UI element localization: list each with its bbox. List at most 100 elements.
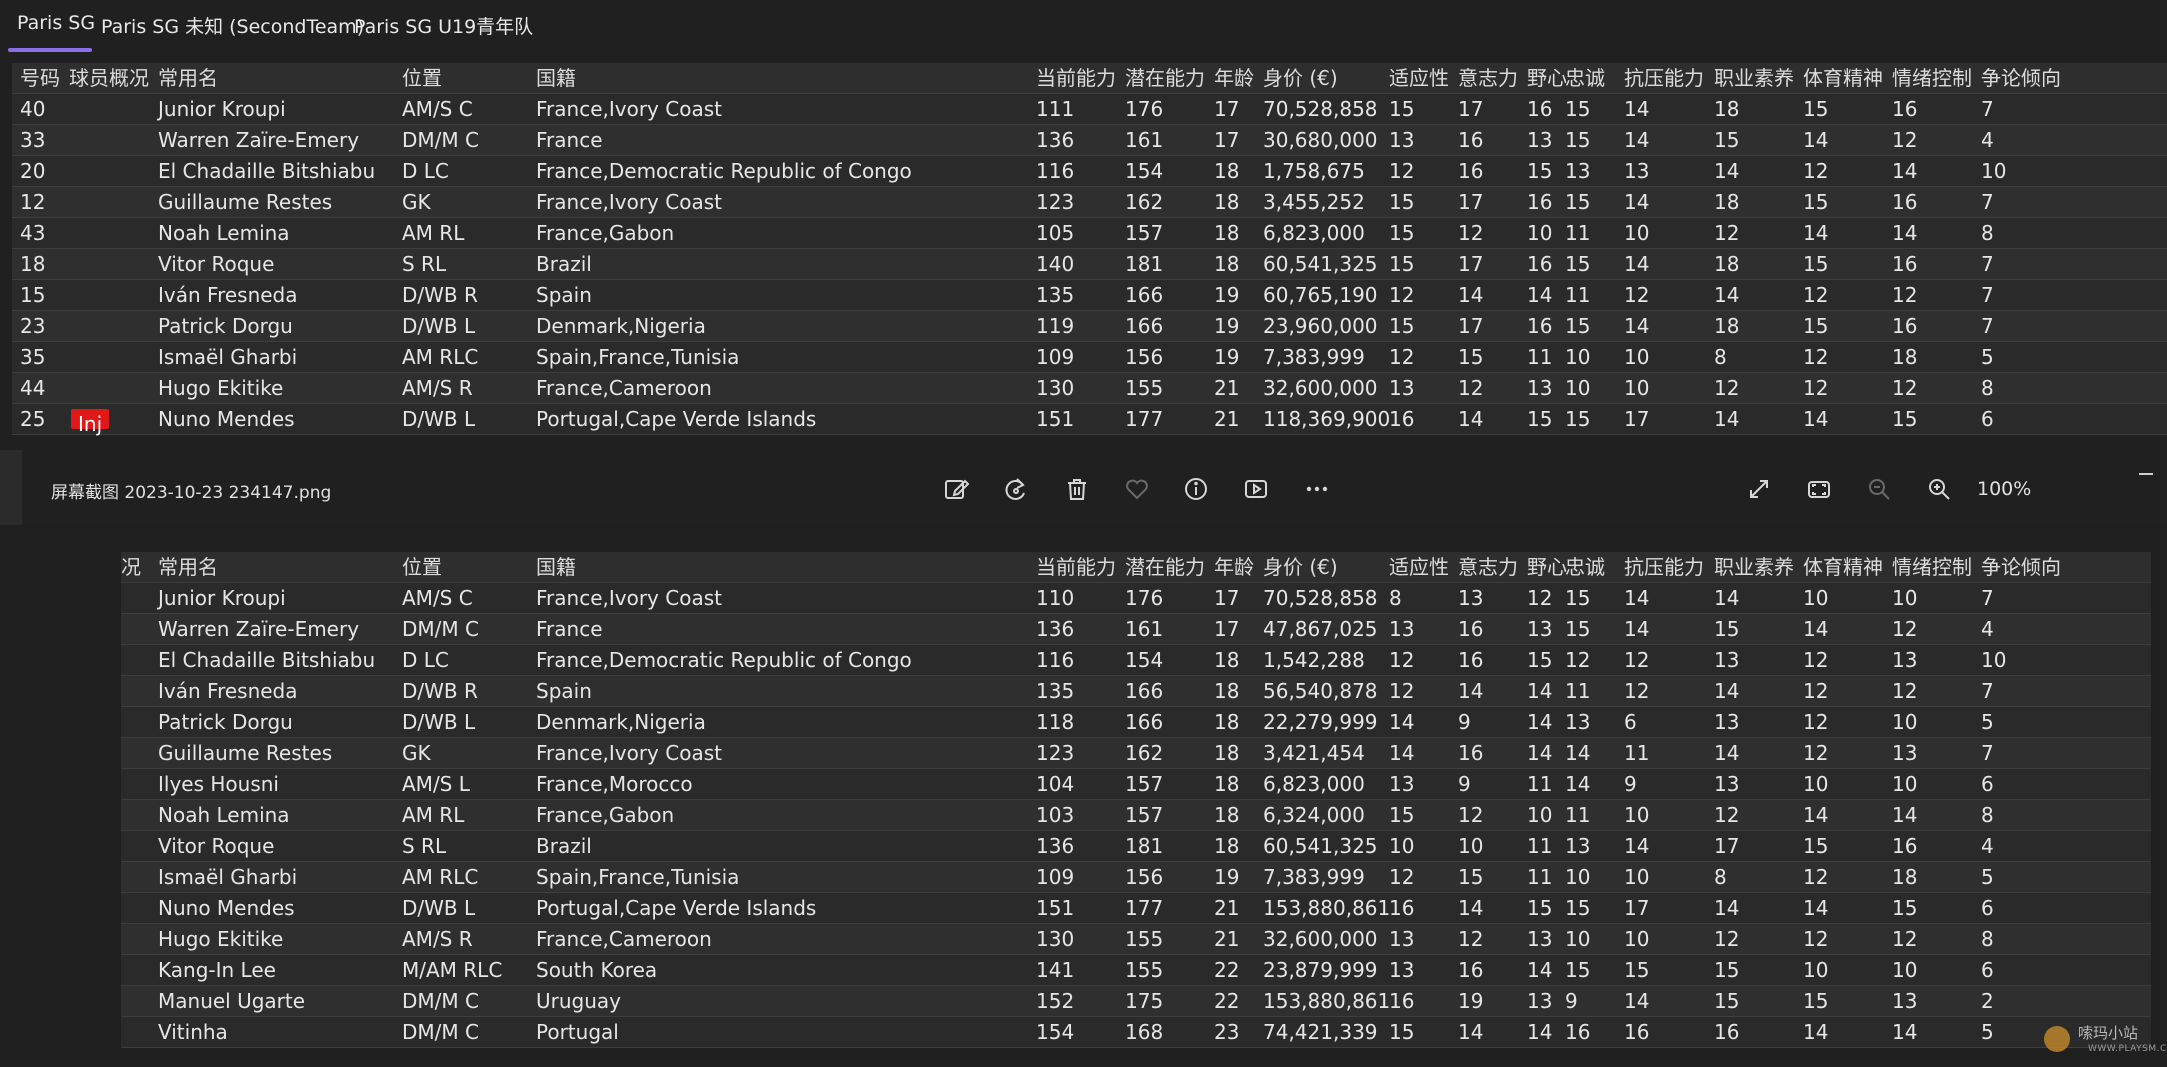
column-header[interactable]: 潜在能力: [1125, 66, 1205, 90]
column-header[interactable]: 抗压能力: [1624, 555, 1704, 579]
column-header[interactable]: 当前能力: [1036, 66, 1116, 90]
cell-press: 13: [1624, 159, 1650, 183]
table-row[interactable]: El Chadaille Bitshiabu D LC France,Democra…: [121, 645, 2151, 676]
column-header[interactable]: 况: [121, 555, 141, 579]
table-row[interactable]: 12 Guillaume Restes GK France,Ivory Coast 12…: [12, 187, 2167, 218]
table-row[interactable]: Kang-In Lee M/AM RLC South Korea 141 155 22 23…: [121, 955, 2151, 986]
fullscreen-icon[interactable]: [1744, 474, 1774, 504]
tab-paris-sg-second-team[interactable]: Paris SG 未知 (SecondTeam): [101, 16, 365, 38]
column-header[interactable]: 野心: [1527, 66, 1567, 90]
table-row[interactable]: 23 Patrick Dorgu D/WB L Denmark,Nigeria 119 1…: [12, 311, 2167, 342]
column-header[interactable]: 常用名: [158, 66, 218, 90]
table-row[interactable]: 18 Vitor Roque S RL Brazil 140 181 18 60,541,32…: [12, 249, 2167, 280]
column-header[interactable]: 年龄: [1214, 555, 1254, 579]
column-header[interactable]: 忠诚: [1565, 66, 1605, 90]
column-header[interactable]: 意志力: [1458, 555, 1518, 579]
column-header[interactable]: 当前能力: [1036, 555, 1116, 579]
column-header[interactable]: 潜在能力: [1125, 555, 1205, 579]
cell-prof: 8: [1714, 345, 1727, 369]
table-row[interactable]: Hugo Ekitike AM/S R France,Cameroon 130 155 2…: [121, 924, 2151, 955]
column-header[interactable]: 常用名: [158, 555, 218, 579]
table-row[interactable]: Patrick Dorgu D/WB L Denmark,Nigeria 118 166…: [121, 707, 2151, 738]
minimize-icon[interactable]: [2139, 473, 2153, 475]
cell-press: 14: [1624, 989, 1650, 1013]
cell-adapt: 12: [1389, 159, 1415, 183]
info-icon[interactable]: [1181, 474, 1211, 504]
column-header[interactable]: 适应性: [1389, 555, 1449, 579]
cell-nat: France,Ivory Coast: [536, 741, 722, 765]
column-header[interactable]: 适应性: [1389, 66, 1449, 90]
column-header[interactable]: 国籍: [536, 555, 576, 579]
table-row[interactable]: 33 Warren Zaïre-Emery DM/M C France 136 161 17…: [12, 125, 2167, 156]
table-row[interactable]: Vitor Roque S RL Brazil 136 181 18 60,541,325 1…: [121, 831, 2151, 862]
column-header[interactable]: 抗压能力: [1624, 66, 1704, 90]
zoom-in-icon[interactable]: [1924, 474, 1954, 504]
cell-prof: 12: [1714, 221, 1740, 245]
cell-will: 15: [1458, 345, 1484, 369]
table-row[interactable]: 35 Ismaël Gharbi AM RLC Spain,France,Tunisi…: [12, 342, 2167, 373]
zoom-out-icon[interactable]: [1864, 474, 1894, 504]
column-header[interactable]: 位置: [402, 66, 442, 90]
column-header[interactable]: 位置: [402, 555, 442, 579]
tab-paris-sg[interactable]: Paris SG: [17, 12, 96, 34]
column-header[interactable]: 体育精神: [1803, 66, 1883, 90]
more-icon[interactable]: [1302, 474, 1332, 504]
column-header[interactable]: 国籍: [536, 66, 576, 90]
rotate-icon[interactable]: [1001, 474, 1031, 504]
table-row[interactable]: 44 Hugo Ekitike AM/S R France,Cameroon 130 15…: [12, 373, 2167, 404]
cell-contro: 7: [1981, 252, 1994, 276]
cell-contro: 2: [1981, 989, 1994, 1013]
table-row[interactable]: Nuno Mendes D/WB L Portugal,Cape Verde Isl…: [121, 893, 2151, 924]
edit-icon[interactable]: [941, 474, 971, 504]
tab-paris-sg-u19[interactable]: Paris SG U19青年队: [354, 16, 534, 38]
cell-amb: 16: [1527, 97, 1553, 121]
column-header[interactable]: 野心: [1527, 555, 1567, 579]
table-row[interactable]: 20 El Chadaille Bitshiabu D LC France,Democ…: [12, 156, 2167, 187]
favorite-icon[interactable]: [1122, 474, 1152, 504]
column-header[interactable]: 球员概况: [69, 66, 149, 90]
slideshow-icon[interactable]: [1241, 474, 1271, 504]
cell-loyal: 10: [1565, 865, 1591, 889]
column-header[interactable]: 号码: [20, 66, 60, 90]
cell-name: Warren Zaïre-Emery: [158, 617, 360, 641]
cell-contro: 10: [1981, 159, 2007, 183]
cell-name: Manuel Ugarte: [158, 989, 306, 1013]
cell-nat: France: [536, 128, 603, 152]
column-header[interactable]: 身价 (€): [1263, 555, 1338, 579]
column-header[interactable]: 忠诚: [1565, 555, 1605, 579]
table-row[interactable]: Noah Lemina AM RL France,Gabon 103 157 18 6,32…: [121, 800, 2151, 831]
table-row[interactable]: Guillaume Restes GK France,Ivory Coast 123 1…: [121, 738, 2151, 769]
table-row[interactable]: 40 Junior Kroupi AM/S C France,Ivory Coast 1…: [12, 94, 2167, 125]
table-row[interactable]: 25 Inj Nuno Mendes D/WB L Portugal,Cape Verd…: [12, 404, 2167, 436]
table-row[interactable]: 43 Noah Lemina AM RL France,Gabon 105 157 18 6,…: [12, 218, 2167, 249]
table-row[interactable]: Vitinha DM/M C Portugal 154 168 23 74,421,339 1…: [121, 1017, 2151, 1048]
column-header[interactable]: 职业素养: [1714, 66, 1794, 90]
column-header[interactable]: 职业素养: [1714, 555, 1794, 579]
cell-name: Junior Kroupi: [158, 586, 286, 610]
cell-value: 60,765,190: [1263, 283, 1378, 307]
table-row[interactable]: Manuel Ugarte DM/M C Uruguay 152 175 22 153,88…: [121, 986, 2151, 1017]
cell-value: 1,542,288: [1263, 648, 1365, 672]
cell-nat: Denmark,Nigeria: [536, 314, 706, 338]
viewer-filename: 屏幕截图 2023-10-23 234147.png: [51, 483, 332, 503]
column-header[interactable]: 意志力: [1458, 66, 1518, 90]
table-row[interactable]: Warren Zaïre-Emery DM/M C France 136 161 17 47…: [121, 614, 2151, 645]
cell-will: 16: [1458, 741, 1484, 765]
column-header[interactable]: 身价 (€): [1263, 66, 1338, 90]
fit-icon[interactable]: [1804, 474, 1834, 504]
column-header[interactable]: 情绪控制: [1892, 555, 1972, 579]
column-header[interactable]: 情绪控制: [1892, 66, 1972, 90]
table-row[interactable]: Junior Kroupi AM/S C France,Ivory Coast 110…: [121, 583, 2151, 614]
table-row[interactable]: 15 Iván Fresneda D/WB R Spain 135 166 19 60,765…: [12, 280, 2167, 311]
cell-ca: 152: [1036, 989, 1075, 1013]
cell-contro: 4: [1981, 617, 1994, 641]
column-header[interactable]: 争论倾向: [1981, 555, 2061, 579]
table-row[interactable]: Iván Fresneda D/WB R Spain 135 166 18 56,540,8…: [121, 676, 2151, 707]
column-header[interactable]: 体育精神: [1803, 555, 1883, 579]
table-row[interactable]: Ilyes Housni AM/S L France,Morocco 104 157 18…: [121, 769, 2151, 800]
column-header[interactable]: 争论倾向: [1981, 66, 2061, 90]
column-header[interactable]: 年龄: [1214, 66, 1254, 90]
table-row[interactable]: Ismaël Gharbi AM RLC Spain,France,Tunisia 1…: [121, 862, 2151, 893]
cell-age: 21: [1214, 376, 1240, 400]
delete-icon[interactable]: [1062, 474, 1092, 504]
